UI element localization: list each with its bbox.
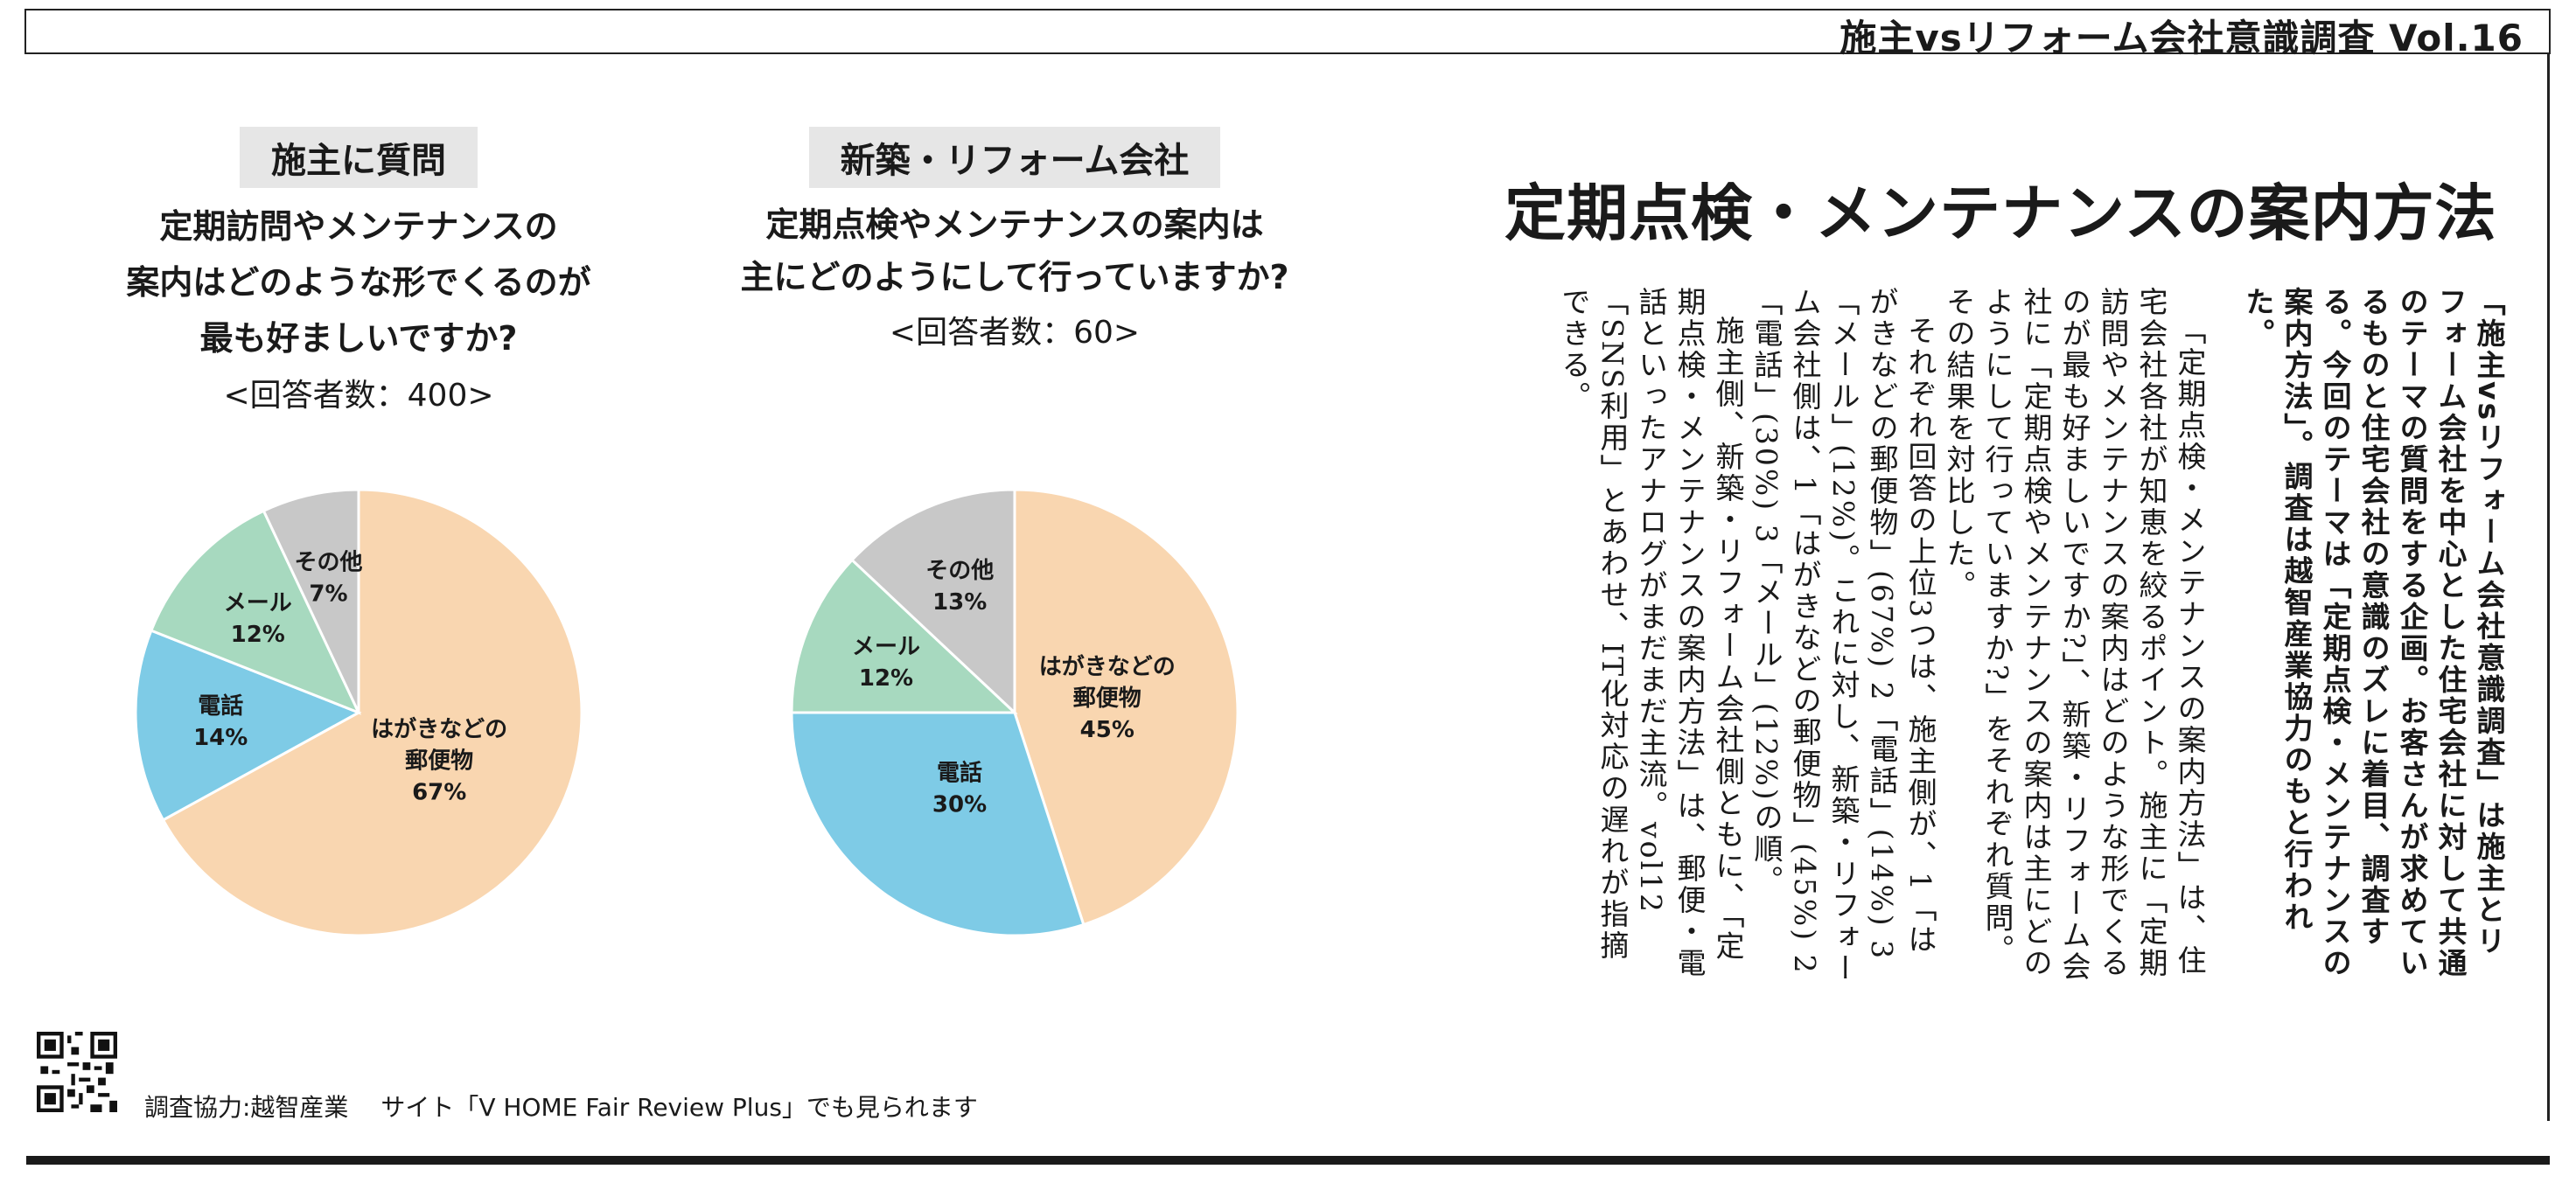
pie-slice (149, 509, 361, 715)
pie-slice-label: その他 13% (925, 558, 994, 616)
article-paragraph: それぞれ回答の上位3つは、施主側が、1「はがきなどの郵便物」(67%) 2「電話… (1749, 287, 1937, 985)
owner-question-line: 案内はどのような形でくるのが (126, 263, 591, 302)
owner-question-line: 定期訪問やメンテナンスの (159, 207, 558, 246)
series-title: 施主vsリフォーム会社意識調査 Vol.16 (1840, 17, 2524, 59)
pie-slice (262, 488, 360, 713)
owner-respondents: <回答者数：400> (223, 378, 494, 414)
pie-slice-label: はがきなどの郵便物 67% (371, 716, 507, 806)
pie-slice-label: 電話 30% (932, 760, 987, 818)
pie-slice-label: その他 7% (295, 550, 363, 608)
owner-question: 定期訪問やメンテナンスの 案内はどのような形でくるのが 最も好ましいですか? (96, 198, 621, 366)
pie-slice (1013, 488, 1239, 927)
company-tag: 新築・リフォーム会社 (808, 127, 1221, 188)
company-question-line: 主にどのようにして行っていますか? (740, 258, 1289, 296)
company-question: 定期点検やメンテナンスの案内は 主にどのようにして行っていますか? (717, 198, 1312, 303)
pie-slice (134, 629, 362, 822)
article-paragraph: 「定期点検・メンテナンスの案内方法」は、住宅会社各社が知恵を絞るポイント。施主に… (1942, 287, 2207, 984)
credit-text: 調査協力:越智産業 サイト「V HOME Fair Review Plus」でも… (144, 1093, 978, 1122)
owner-tag: 施主に質問 (240, 127, 478, 188)
header-frame (24, 9, 2551, 54)
article-lead: 「施主vsリフォーム会社意識調査」は施主とリフォーム会社を中心とした住宅会社に対… (2241, 287, 2506, 979)
pie-slice-label: メール 12% (224, 590, 292, 648)
owner-pie-chart: はがきなどの郵便物 67% 電話 14% メール 12%その他 7% (134, 488, 583, 937)
owner-question-line: 最も好ましいですか? (199, 319, 518, 358)
company-respondents: <回答者数：60> (889, 315, 1141, 351)
pie-slice-label: はがきなどの郵便物 45% (1039, 653, 1176, 743)
pie-slice (790, 558, 1018, 714)
article-paragraph: 施主側、新築・リフォーム会社側ともに、「定期点検・メンテナンスの案内方法」は、郵… (1557, 287, 1745, 979)
article-body: 「施主vsリフォーム会社意識調査」は施主とリフォーム会社を中心とした住宅会社に対… (1554, 287, 2508, 986)
bottom-rule (26, 1156, 2550, 1165)
company-question-block: 新築・リフォーム会社 定期点検やメンテナンスの案内は 主にどのようにして行ってい… (717, 127, 1312, 352)
pie-slice (849, 488, 1016, 716)
pie-slice-label: 電話 14% (193, 692, 248, 751)
headline: 定期点検・メンテナンスの案内方法 (1504, 177, 2497, 249)
pie-slice-label: メール 12% (852, 634, 920, 692)
company-question-line: 定期点検やメンテナンスの案内は (765, 205, 1264, 244)
pie-slice (161, 488, 583, 937)
owner-question-block: 施主に質問 定期訪問やメンテナンスの 案内はどのような形でくるのが 最も好ましい… (96, 127, 621, 415)
right-rule (2547, 54, 2550, 1121)
qr-code-icon[interactable] (37, 1032, 117, 1112)
pie-slice (790, 711, 1086, 937)
company-pie-chart: はがきなどの郵便物 45% 電話 30% メール 12%その他 13% (790, 488, 1239, 937)
